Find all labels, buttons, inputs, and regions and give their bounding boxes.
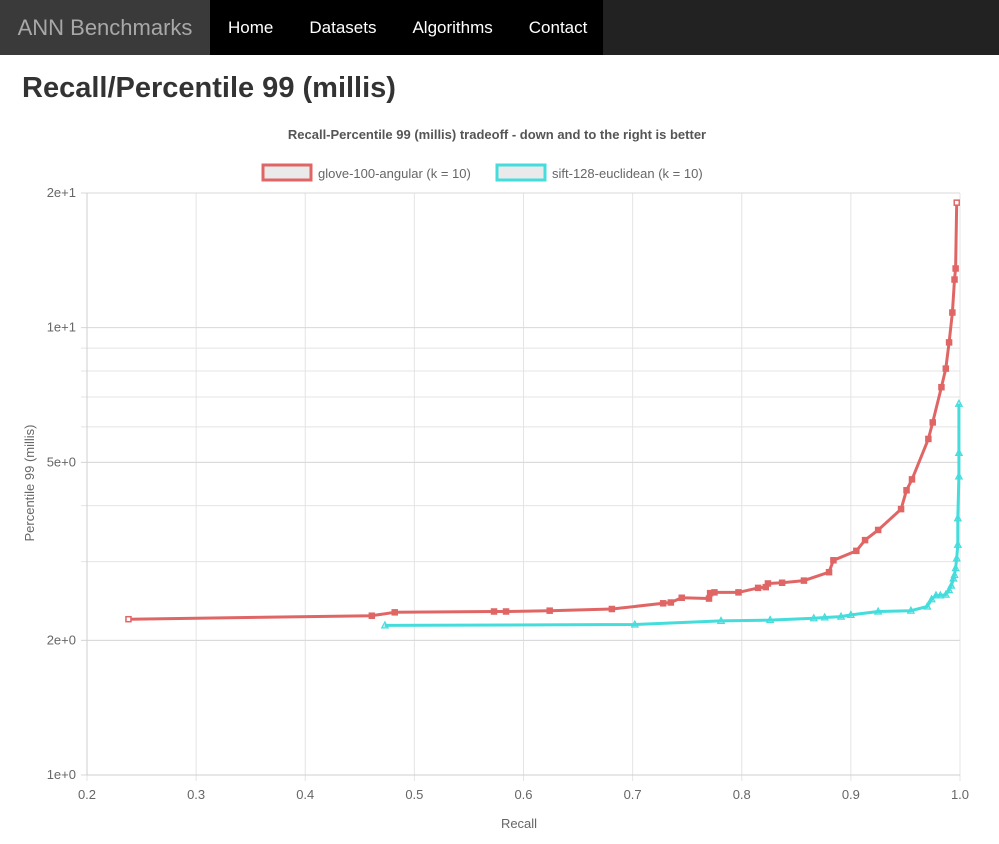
sift-point [927, 594, 936, 603]
sift-point [954, 448, 964, 456]
glove-point [953, 199, 960, 206]
glove-point [608, 605, 616, 613]
recall-latency-chart: Recall-Percentile 99 (millis) tradeoff -… [22, 127, 969, 831]
glove-point [853, 547, 860, 555]
glove-point [711, 589, 718, 596]
sift-point [952, 553, 961, 562]
x-tick-label: 0.7 [624, 787, 642, 802]
glove-point [949, 309, 956, 316]
glove-point [546, 607, 553, 614]
sift-point [953, 540, 963, 548]
glove-point [659, 600, 667, 607]
top-navbar: ANN Benchmarks Home Datasets Algorithms … [0, 0, 999, 55]
glove-point [368, 612, 376, 619]
x-tick-label: 0.8 [733, 787, 751, 802]
sift-point [954, 398, 964, 407]
sift-point [630, 619, 640, 628]
sift-point [716, 616, 726, 625]
glove-point [705, 595, 713, 602]
glove-point [490, 608, 498, 615]
glove-point [929, 419, 936, 426]
glove-point [391, 609, 398, 616]
grid-lines [81, 192, 961, 781]
legend-label-glove[interactable]: glove-100-angular (k = 10) [318, 166, 471, 181]
sift-series-line [384, 403, 961, 627]
x-tick-label: 0.6 [514, 787, 532, 802]
glove-point [778, 579, 786, 587]
page-title: Recall/Percentile 99 (millis) [22, 72, 396, 104]
glove-series [125, 199, 960, 623]
x-tick-label: 0.2 [78, 787, 96, 802]
glove-point [764, 580, 772, 587]
sift-point [951, 563, 960, 572]
sift-series [380, 398, 964, 629]
nav-algorithms-link[interactable]: Algorithms [412, 17, 493, 37]
glove-point [125, 615, 132, 623]
legend-swatch-sift[interactable] [495, 163, 547, 182]
sift-point [954, 471, 964, 480]
nav-contact-link[interactable]: Contact [528, 17, 588, 37]
glove-series-line [128, 202, 959, 621]
axes: 0.2 0.3 0.4 0.5 0.6 0.7 0.8 0.9 1.0 2e+1 1e+1 5e+0 2… [47, 185, 969, 802]
y-axis-label: Percentile 99 (millis) [22, 424, 37, 541]
nav-home-link[interactable]: Home [228, 17, 274, 37]
glove-point [800, 577, 808, 584]
sift-point [820, 612, 829, 621]
chart-legend: glove-100-angular (k = 10) sift-128-eucl… [261, 163, 703, 182]
nav-links: Home Datasets Algorithms Contact [210, 0, 603, 55]
sift-point [947, 580, 956, 589]
sift-point [836, 611, 846, 620]
sift-point [944, 585, 954, 594]
sift-point [380, 620, 390, 629]
sift-point [953, 513, 963, 522]
sift-point [923, 601, 932, 610]
glove-point [678, 594, 685, 602]
glove-point [735, 589, 742, 596]
sift-point [906, 605, 916, 614]
glove-point [897, 505, 905, 513]
sift-point [846, 610, 856, 618]
x-tick-label: 0.9 [842, 787, 860, 802]
x-tick-label: 0.5 [405, 787, 423, 802]
y-tick-label: 2e+0 [47, 632, 76, 647]
glove-point [667, 599, 675, 606]
glove-point [502, 608, 510, 615]
glove-point [952, 265, 959, 272]
x-tick-label: 0.3 [187, 787, 205, 802]
x-axis-label: Recall [501, 816, 537, 831]
sift-point [936, 590, 945, 599]
glove-point [938, 383, 945, 391]
glove-point [925, 435, 932, 443]
y-tick-label: 5e+0 [47, 454, 76, 469]
glove-point [908, 476, 916, 483]
glove-point [825, 568, 833, 576]
x-tick-label: 0.4 [296, 787, 314, 802]
sift-point [809, 613, 818, 622]
y-tick-label: 2e+1 [47, 185, 76, 200]
chart-title: Recall-Percentile 99 (millis) tradeoff -… [288, 127, 706, 142]
y-tick-label: 1e+0 [47, 767, 76, 782]
sift-point [941, 589, 951, 598]
sift-point [873, 606, 883, 615]
nav-datasets-link[interactable]: Datasets [309, 17, 377, 37]
glove-point [903, 487, 910, 494]
sift-point [765, 615, 775, 624]
glove-point [754, 584, 762, 592]
glove-point [874, 526, 882, 534]
sift-point [950, 570, 959, 579]
glove-point [951, 276, 958, 283]
glove-point [945, 339, 953, 346]
y-tick-label: 1e+1 [47, 320, 76, 335]
legend-label-sift[interactable]: sift-128-euclidean (k = 10) [552, 166, 703, 181]
series-lines [125, 199, 964, 629]
legend-swatch-glove[interactable] [261, 163, 313, 182]
brand-link[interactable]: ANN Benchmarks [0, 0, 210, 55]
x-tick-label: 1.0 [951, 787, 969, 802]
glove-point [861, 536, 869, 544]
glove-point [830, 557, 837, 564]
glove-point [942, 365, 950, 372]
